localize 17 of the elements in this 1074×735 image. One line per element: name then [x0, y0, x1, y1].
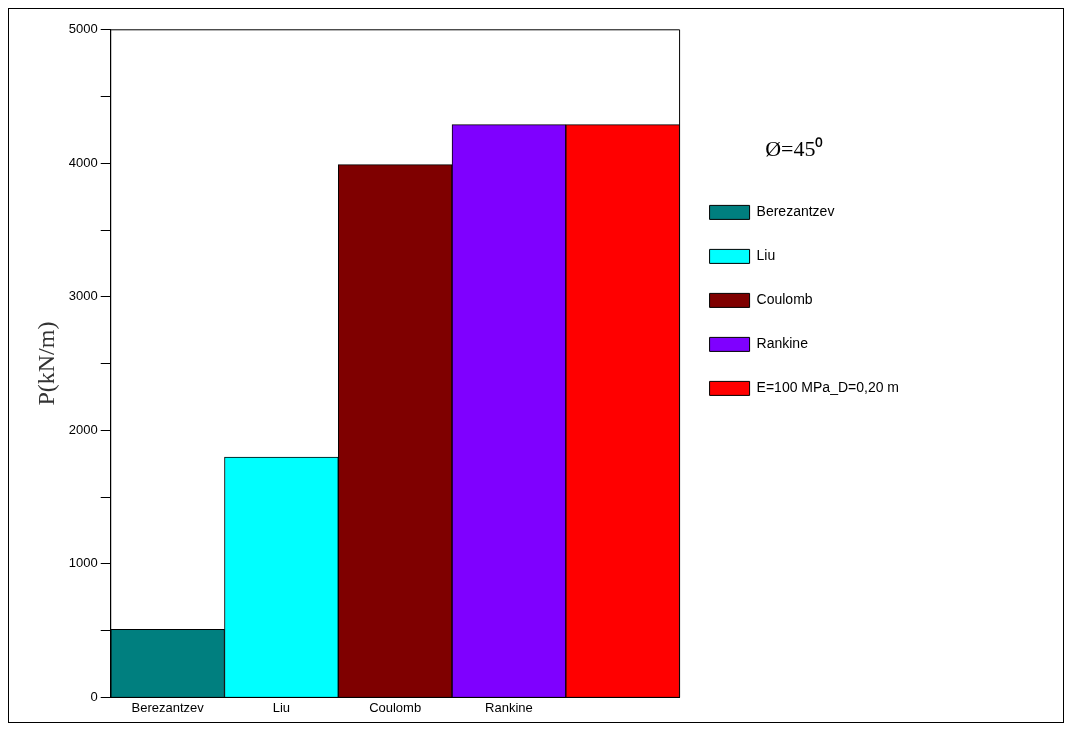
legend-label: Rankine — [756, 335, 809, 352]
y-tick-label: 4000 — [68, 154, 98, 170]
x-tick-label: Coulomb — [369, 699, 422, 715]
y-tick-label: 5000 — [68, 21, 98, 37]
y-tick-label: 3000 — [68, 288, 98, 304]
legend-label: Liu — [756, 247, 776, 264]
y-tick-label: 1000 — [68, 555, 98, 571]
y-tick-label: 2000 — [68, 421, 98, 437]
x-tick-label: Rankine — [485, 699, 533, 715]
y-tick-label: 0 — [90, 688, 98, 704]
legend-label: Berezantzev — [756, 203, 835, 220]
legend-label: E=100 MPa_D=0,20 m — [756, 379, 899, 396]
y-axis-title: P(kN/m) — [32, 321, 59, 406]
x-tick-label: Liu — [272, 699, 291, 715]
legend-title: Ø=45⁰ — [765, 135, 824, 161]
legend-label: Coulomb — [756, 291, 813, 308]
x-tick-label: Berezantzev — [131, 699, 205, 715]
